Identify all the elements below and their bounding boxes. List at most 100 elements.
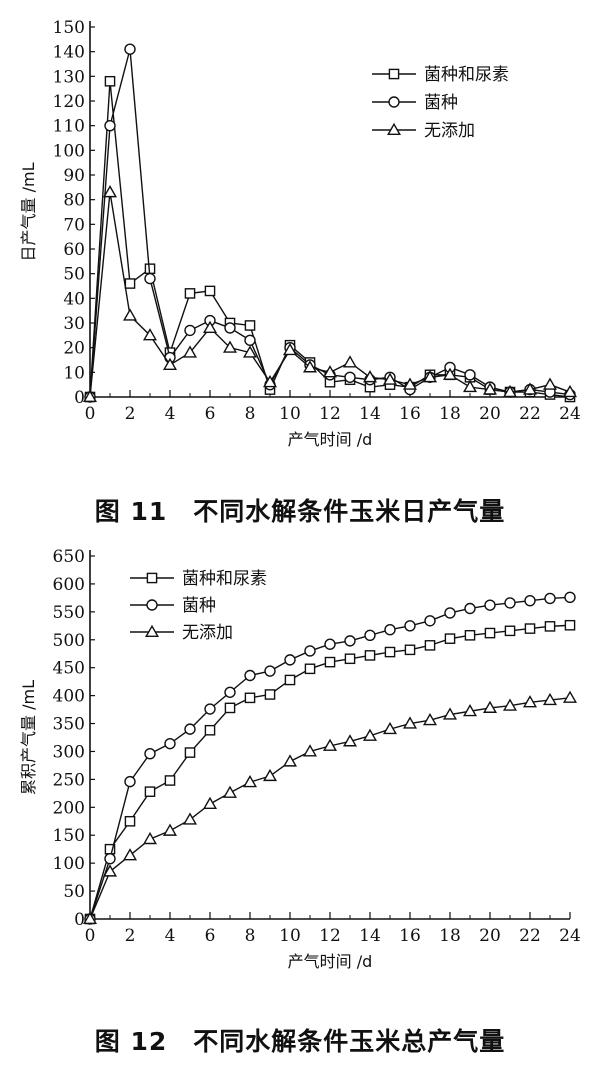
y-tick-label: 110	[53, 117, 85, 137]
y-tick-label: 550	[53, 603, 85, 623]
y-tick-label: 140	[53, 43, 85, 63]
y-tick-label: 120	[53, 92, 85, 112]
data-point	[342, 355, 358, 368]
data-point	[244, 692, 256, 704]
data-point	[124, 43, 136, 55]
legend-marker	[386, 122, 402, 136]
data-point	[242, 345, 258, 358]
data-point	[82, 911, 98, 925]
data-point	[102, 864, 118, 877]
data-point	[504, 597, 516, 609]
data-point	[144, 272, 156, 285]
data-point	[382, 372, 398, 385]
data-point	[522, 695, 538, 708]
x-tick-label: 12	[319, 404, 341, 424]
y-tick-label: 50	[63, 882, 85, 902]
data-point	[104, 119, 116, 132]
data-point	[362, 370, 378, 383]
data-point	[502, 698, 518, 711]
x-tick-label: 0	[85, 926, 96, 946]
data-point	[242, 774, 258, 788]
x-tick-label: 6	[205, 926, 216, 946]
legend-label: 菌种和尿素	[182, 569, 267, 589]
data-point	[284, 674, 296, 686]
y-tick-label: 150	[53, 18, 85, 38]
y-tick-label: 150	[53, 826, 85, 846]
data-point	[142, 831, 158, 845]
data-point	[162, 823, 178, 836]
legend-label: 无添加	[182, 623, 233, 643]
y-tick-label: 250	[53, 770, 85, 790]
data-point	[302, 360, 318, 373]
y-tick-label: 0	[74, 910, 85, 930]
data-point	[564, 591, 576, 604]
data-point	[184, 324, 196, 337]
data-point	[282, 342, 298, 356]
data-point	[182, 345, 198, 358]
data-point	[564, 619, 576, 631]
y-tick-label: 90	[63, 166, 85, 186]
y-axis-label: 累积产气量 /mL	[19, 680, 38, 795]
data-point	[502, 384, 518, 398]
data-point	[204, 285, 216, 297]
data-point	[442, 367, 458, 380]
data-point	[562, 384, 578, 398]
x-tick-label: 18	[439, 926, 461, 946]
y-tick-label: 650	[53, 547, 85, 567]
y-tick-label: 500	[53, 631, 85, 651]
data-point	[462, 704, 478, 717]
y-tick-label: 400	[53, 687, 85, 707]
data-point	[482, 382, 498, 395]
data-point	[542, 377, 558, 390]
y-tick-label: 20	[63, 339, 85, 359]
x-tick-label: 14	[359, 926, 381, 946]
data-point	[302, 744, 318, 757]
data-point	[544, 592, 556, 605]
data-point	[484, 599, 496, 611]
data-point	[282, 754, 298, 767]
data-point	[344, 635, 356, 647]
x-tick-label: 18	[439, 404, 461, 424]
data-point	[422, 712, 438, 726]
data-point	[402, 716, 418, 729]
x-tick-label: 6	[205, 404, 216, 424]
data-point	[544, 621, 556, 632]
x-tick-label: 4	[165, 404, 176, 424]
x-tick-label: 22	[519, 404, 541, 424]
y-tick-label: 300	[53, 742, 85, 762]
data-point	[464, 369, 476, 381]
data-point	[324, 638, 336, 650]
data-point	[202, 796, 218, 810]
data-point	[224, 702, 236, 714]
legend-label: 无添加	[424, 121, 475, 141]
data-point	[124, 775, 136, 788]
data-point	[224, 686, 236, 698]
data-point	[404, 620, 416, 632]
data-point	[182, 812, 198, 825]
legend-marker	[388, 68, 400, 80]
data-point	[304, 645, 316, 657]
legend-label: 菌种和尿素	[424, 65, 509, 85]
data-point	[522, 382, 538, 395]
cumulative-gas-chart: 0 50 100 150 200 250 300 350 400 450 500 550 600 650 0…	[19, 547, 581, 971]
data-point	[102, 185, 118, 198]
legend-label: 菌种	[424, 93, 458, 113]
series-line	[89, 49, 571, 398]
data-point	[284, 654, 296, 666]
legend-marker	[146, 572, 158, 584]
legend-marker	[388, 96, 400, 108]
data-point	[164, 775, 176, 786]
data-point	[124, 278, 136, 289]
data-point	[484, 627, 496, 639]
x-tick-label: 16	[399, 404, 421, 424]
data-point	[382, 721, 398, 735]
y-tick-label: 10	[63, 363, 85, 383]
series-line	[89, 81, 571, 398]
data-point	[384, 646, 396, 658]
x-tick-label: 22	[519, 926, 541, 946]
x-tick-label: 10	[279, 404, 301, 424]
data-point	[504, 625, 516, 637]
